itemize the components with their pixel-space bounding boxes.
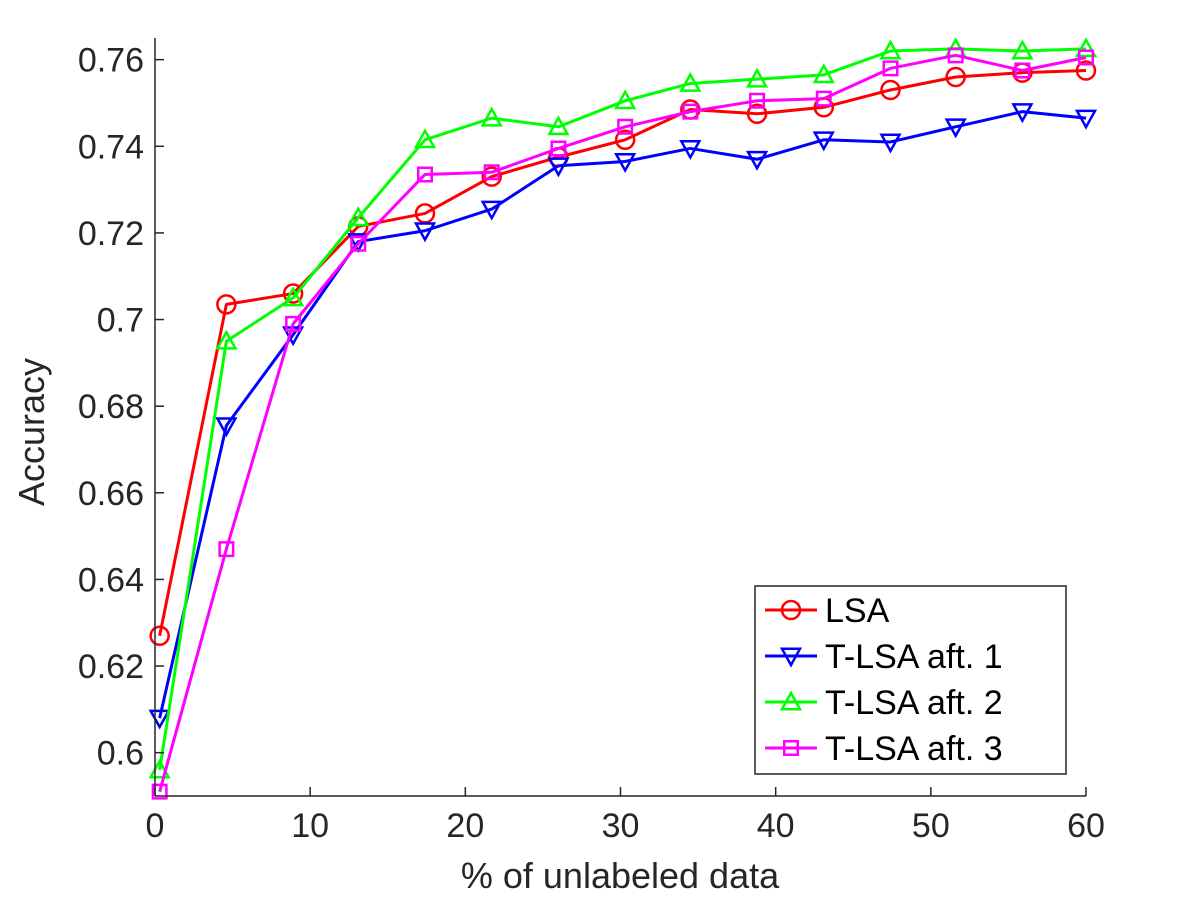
legend-label: LSA	[825, 592, 890, 630]
data-point	[151, 783, 168, 800]
y-tick-label: 0.76	[78, 42, 144, 80]
data-point	[880, 79, 901, 101]
data-point	[282, 283, 304, 304]
data-point	[812, 131, 835, 152]
legend-item: T-LSA aft. 1	[765, 638, 1003, 676]
x-tick-label: 50	[912, 807, 950, 845]
data-point	[947, 47, 964, 64]
data-point	[149, 625, 170, 646]
data-point	[281, 286, 305, 307]
data-point	[216, 294, 237, 315]
legend-marker	[779, 647, 803, 668]
data-point	[347, 233, 370, 254]
data-point	[882, 60, 899, 77]
data-point	[614, 129, 636, 151]
y-tick-label: 0.68	[78, 388, 144, 426]
legend-marker	[780, 599, 802, 621]
series-t-lsa-aft-1	[148, 103, 1098, 730]
data-point	[682, 103, 699, 120]
legend-item: T-LSA aft. 2	[765, 684, 1003, 722]
data-point	[944, 118, 967, 139]
data-point	[745, 150, 769, 171]
data-point	[614, 152, 637, 174]
data-point	[945, 66, 966, 88]
y-axis-title: Accuracy	[11, 358, 52, 506]
data-point	[879, 39, 902, 60]
legend-label: T-LSA aft. 2	[825, 684, 1003, 722]
y-tick-label: 0.74	[78, 128, 144, 166]
series-t-lsa-aft-3	[151, 47, 1094, 800]
x-tick-label: 40	[757, 807, 795, 845]
data-point	[480, 200, 503, 221]
data-point	[815, 90, 832, 107]
data-point	[350, 235, 367, 252]
series-line	[158, 110, 1087, 719]
data-point	[347, 206, 370, 227]
data-point	[285, 315, 302, 332]
data-point	[879, 133, 902, 154]
legend-item: T-LSA aft. 3	[765, 730, 1003, 768]
data-point	[218, 541, 235, 558]
y-tick-label: 0.62	[78, 648, 144, 686]
y-tick-label: 0.64	[78, 561, 144, 599]
ticks-layer: 0 10 20 30 40 50 60 0.6 0.62 0.64 0.66 0.68 0.7 0.72 0…	[78, 42, 1105, 845]
data-point	[1078, 49, 1094, 66]
x-tick-label: 0	[146, 807, 165, 845]
data-point	[413, 128, 437, 149]
legend-marker	[779, 690, 803, 711]
data-point	[215, 329, 238, 350]
data-point	[749, 92, 766, 109]
x-tick-label: 10	[291, 807, 329, 845]
data-point	[547, 115, 570, 136]
x-tick-label: 30	[602, 807, 640, 845]
data-point	[1075, 60, 1097, 81]
series-line	[158, 53, 1087, 793]
y-tick-label: 0.66	[78, 475, 144, 513]
series-t-lsa-aft-2	[148, 37, 1098, 779]
legend-marker	[783, 740, 799, 756]
data-point	[413, 222, 437, 243]
x-tick-label: 20	[446, 807, 484, 845]
data-point	[215, 417, 238, 438]
data-point	[483, 164, 500, 181]
x-tick-label: 60	[1067, 807, 1105, 845]
y-tick-label: 0.7	[97, 302, 144, 340]
legend-label: T-LSA aft. 3	[825, 730, 1003, 768]
data-point	[481, 166, 502, 187]
x-axis-title: % of unlabeled data	[461, 855, 780, 896]
series-layer	[148, 37, 1098, 800]
data-point	[1014, 62, 1031, 79]
data-point	[617, 118, 634, 135]
data-point	[1011, 39, 1034, 60]
data-point	[745, 67, 769, 88]
legend: LSA T-LSA aft. 1 T-LSA aft. 2 T-LSA aft. 3	[754, 585, 1067, 775]
data-point	[679, 71, 702, 92]
data-point	[614, 89, 637, 110]
data-point	[1074, 109, 1098, 130]
y-tick-label: 0.6	[97, 735, 144, 773]
data-point	[812, 63, 835, 84]
legend-label: T-LSA aft. 1	[825, 638, 1003, 676]
series-line	[158, 47, 1087, 771]
data-point	[416, 166, 433, 183]
data-point	[547, 157, 570, 178]
legend-box	[754, 585, 1067, 775]
data-point	[746, 103, 768, 125]
data-point	[1074, 37, 1098, 58]
data-point	[679, 140, 702, 161]
data-point	[1011, 103, 1034, 124]
legend-item: LSA	[765, 592, 890, 630]
data-point	[480, 106, 503, 127]
data-point	[550, 140, 567, 157]
y-tick-label: 0.72	[78, 215, 144, 253]
